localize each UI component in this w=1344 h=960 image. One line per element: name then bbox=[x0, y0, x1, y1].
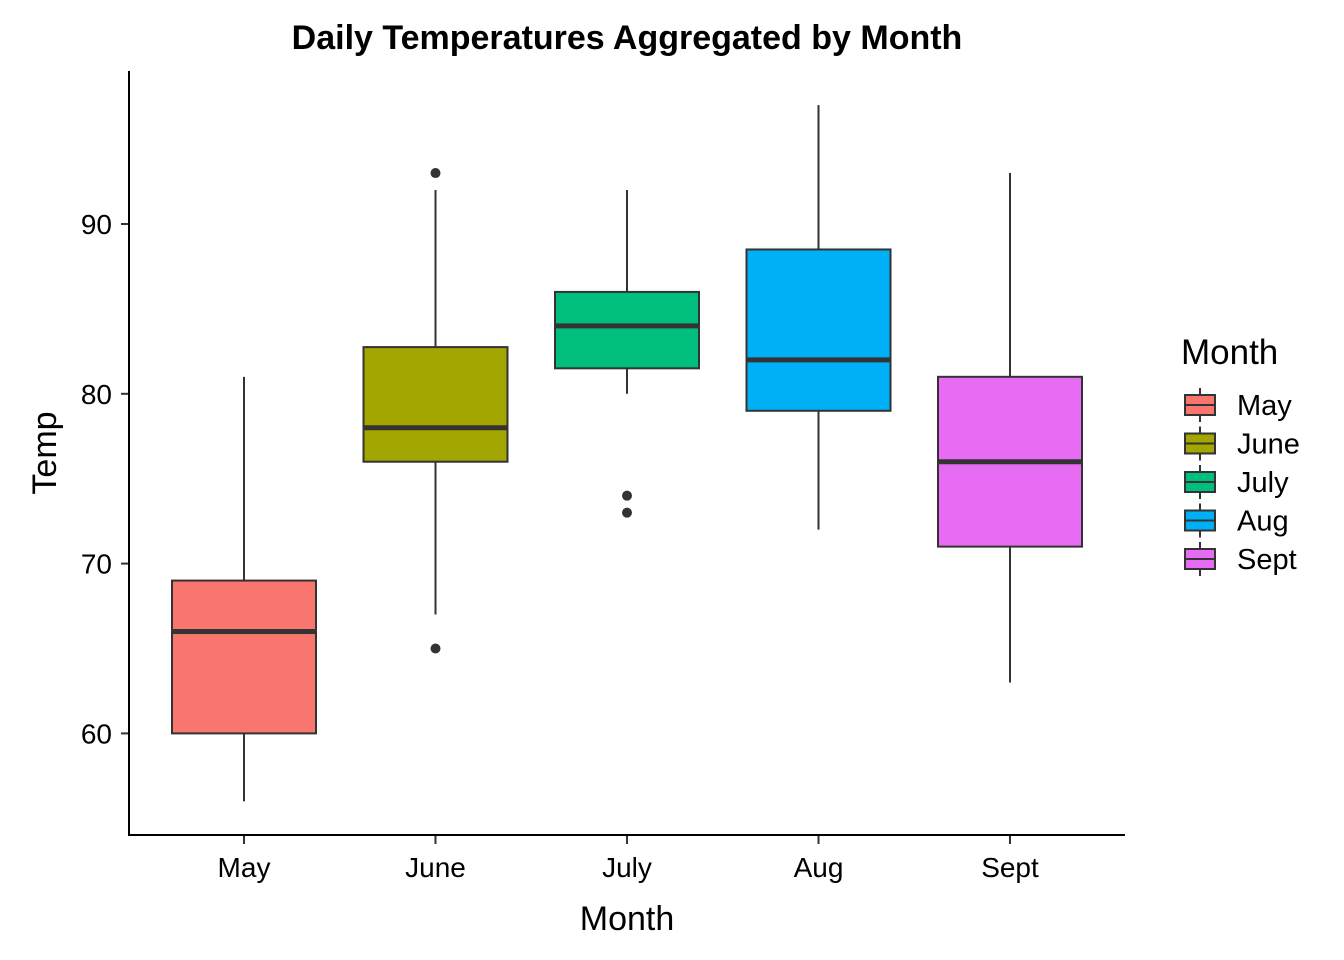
legend-label: July bbox=[1237, 467, 1289, 499]
box-june bbox=[362, 168, 509, 654]
box-iqr bbox=[171, 579, 317, 735]
box-iqr bbox=[554, 290, 700, 370]
x-tick-label: Sept bbox=[981, 852, 1039, 883]
x-axis-title: Month bbox=[580, 900, 675, 938]
x-axis-ticks: May June July Aug Sept bbox=[218, 836, 1039, 883]
box-sept bbox=[937, 173, 1083, 683]
boxes-layer bbox=[171, 105, 1083, 802]
y-tick-label: 60 bbox=[81, 718, 112, 749]
legend-label: Sept bbox=[1237, 544, 1297, 576]
legend-title: Month bbox=[1181, 333, 1278, 372]
legend-item-may: May bbox=[1184, 388, 1292, 422]
x-tick-label: May bbox=[218, 852, 271, 883]
x-tick-label: Aug bbox=[794, 852, 844, 883]
legend-item-sept: Sept bbox=[1184, 542, 1297, 576]
x-tick-label: July bbox=[602, 852, 652, 883]
outlier-point bbox=[430, 168, 441, 179]
chart-title: Daily Temperatures Aggregated by Month bbox=[292, 19, 963, 57]
outlier-point bbox=[622, 507, 632, 518]
y-tick-label: 70 bbox=[81, 549, 112, 580]
box-aug bbox=[745, 105, 892, 530]
box-may bbox=[171, 376, 317, 802]
box-july bbox=[554, 190, 700, 518]
x-tick-label: June bbox=[405, 852, 466, 883]
outlier-point bbox=[622, 490, 632, 501]
box-iqr bbox=[362, 346, 509, 463]
legend-label: May bbox=[1237, 390, 1292, 422]
outlier-point bbox=[430, 643, 441, 654]
legend-label: Aug bbox=[1237, 506, 1289, 538]
legend-label: June bbox=[1237, 429, 1300, 461]
legend: May June July Aug Sept bbox=[1184, 388, 1300, 576]
y-axis-ticks: 60 70 80 90 bbox=[81, 209, 129, 749]
y-tick-label: 90 bbox=[81, 209, 112, 240]
legend-item-july: July bbox=[1184, 465, 1289, 499]
legend-item-aug: Aug bbox=[1184, 503, 1289, 538]
box-iqr bbox=[745, 248, 892, 412]
y-tick-label: 80 bbox=[81, 379, 112, 410]
legend-item-june: June bbox=[1184, 426, 1300, 461]
y-axis-title: Temp bbox=[26, 411, 64, 494]
